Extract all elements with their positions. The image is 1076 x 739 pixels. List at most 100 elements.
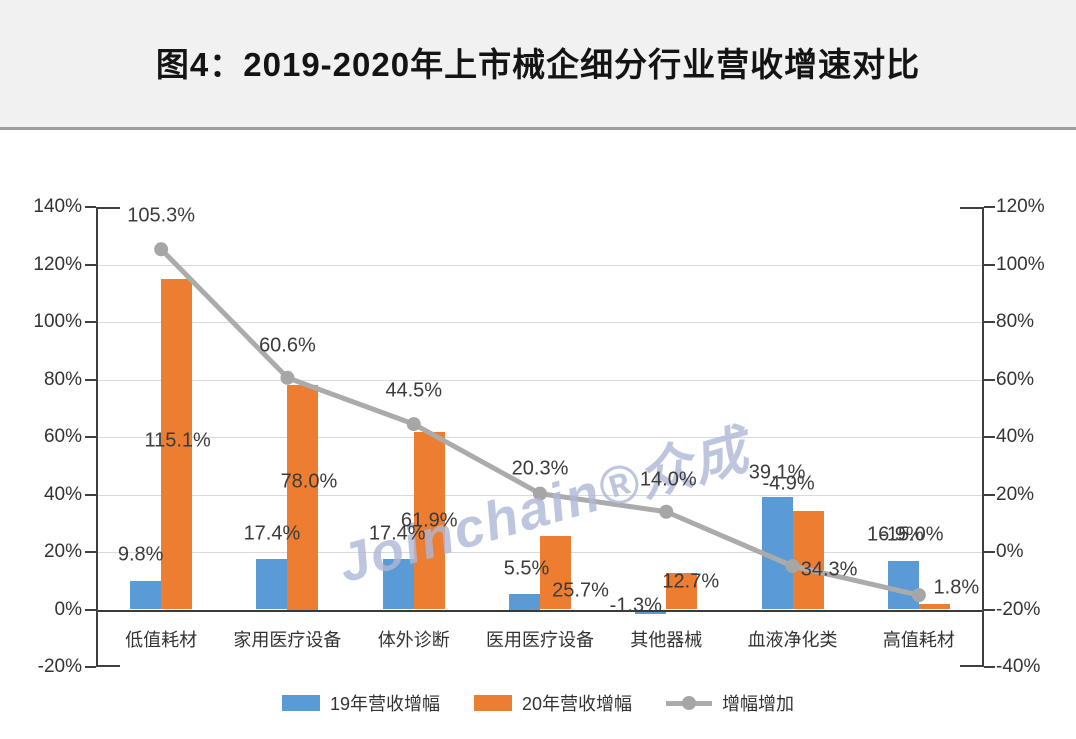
right-axis-tick xyxy=(984,551,995,553)
right-axis-top-bracket xyxy=(960,207,982,209)
bar-2019 xyxy=(509,593,540,610)
bar-2019 xyxy=(382,559,414,610)
right-axis-tick-label: 100% xyxy=(996,253,1045,275)
data-label-line: 44.5% xyxy=(385,379,443,402)
data-label-2020: 34.3% xyxy=(800,558,858,581)
left-axis-tick xyxy=(85,378,96,381)
left-axis-tick xyxy=(85,321,96,323)
right-axis-tick xyxy=(984,666,995,668)
right-axis-tick xyxy=(984,436,995,438)
bar-2019 xyxy=(761,497,793,610)
data-label-2020: 61.9% xyxy=(400,509,458,532)
left-axis-top-bracket xyxy=(98,207,120,209)
data-label-2019: 5.5% xyxy=(503,557,550,580)
x-axis-baseline xyxy=(98,609,982,612)
left-axis-bottom-bracket xyxy=(98,665,120,667)
data-label-2020: 12.7% xyxy=(662,570,720,593)
left-axis-tick-label: 20% xyxy=(43,541,82,562)
bar-2019 xyxy=(635,609,667,614)
category-label: 体外诊断 xyxy=(377,630,450,650)
data-label-line: 14.0% xyxy=(639,468,697,491)
right-axis-tick-label: 40% xyxy=(996,426,1035,447)
data-label-line: -4.9% xyxy=(762,472,815,495)
legend-item: 19年营收增幅 xyxy=(281,690,440,716)
left-axis-tick xyxy=(85,436,96,438)
left-axis-line xyxy=(96,207,98,667)
right-axis-tick-label: 20% xyxy=(996,483,1035,505)
bar-2020 xyxy=(287,385,319,610)
left-axis-tick xyxy=(85,263,96,266)
data-label-2020: 78.0% xyxy=(280,470,338,493)
grid-line xyxy=(98,379,982,381)
right-axis-tick-label: -40% xyxy=(996,656,1041,677)
data-label-line: 20.3% xyxy=(511,457,569,480)
line-point-marker xyxy=(659,504,674,519)
right-axis-tick-label: -20% xyxy=(996,598,1041,620)
data-label-line: 105.3% xyxy=(127,204,196,227)
left-axis-tick-label: 80% xyxy=(43,368,82,390)
left-axis-tick-label: -20% xyxy=(37,656,82,677)
data-label-line: -15.0% xyxy=(880,523,944,546)
legend-label: 19年营收增幅 xyxy=(329,694,440,714)
right-axis-tick xyxy=(984,378,995,381)
right-axis-bottom-bracket xyxy=(960,665,982,667)
right-axis-tick xyxy=(984,263,995,266)
right-axis-tick xyxy=(984,321,995,323)
right-axis-tick xyxy=(984,206,995,208)
legend-swatch-line xyxy=(666,695,713,711)
data-label-2019: -1.3% xyxy=(609,594,662,617)
left-axis-tick-label: 120% xyxy=(33,253,82,275)
grid-line xyxy=(98,264,982,266)
left-axis-tick-label: 140% xyxy=(33,196,82,217)
left-axis-tick xyxy=(85,666,96,668)
grid-line xyxy=(98,494,982,496)
right-axis-tick xyxy=(984,493,995,496)
left-axis-tick xyxy=(85,551,96,553)
line-point-marker xyxy=(280,370,295,385)
left-axis-tick-label: 40% xyxy=(43,483,82,505)
data-label-2019: 9.8% xyxy=(117,543,164,566)
legend-label: 增幅增加 xyxy=(722,694,795,714)
grid-line xyxy=(98,437,982,438)
figure-title: 图4：2019-2020年上市械企细分行业营收增速对比 xyxy=(155,46,921,83)
left-axis-tick-label: 60% xyxy=(43,426,82,447)
category-label: 医用医疗设备 xyxy=(486,630,594,650)
right-axis-tick-label: 0% xyxy=(996,541,1024,562)
data-label-2020: 25.7% xyxy=(552,579,609,602)
right-axis-tick-label: 120% xyxy=(996,196,1045,217)
data-label-2020: 1.8% xyxy=(933,576,980,599)
category-label: 其他器械 xyxy=(630,630,703,650)
bar-2019 xyxy=(887,560,919,610)
right-axis-tick-label: 60% xyxy=(996,368,1035,390)
bar-2019 xyxy=(130,581,162,610)
legend-swatch-bar xyxy=(474,695,512,711)
title-band: 图4：2019-2020年上市械企细分行业营收增速对比 xyxy=(0,0,1076,130)
right-axis-tick xyxy=(984,608,995,611)
category-label: 高值耗材 xyxy=(882,630,955,650)
right-axis-tick-label: 80% xyxy=(996,311,1035,332)
category-label: 家用医疗设备 xyxy=(233,630,342,650)
line-point-marker xyxy=(406,417,421,432)
chart-area: Joinchain®众成 19年营收增幅 20年营收增幅 增幅增加 140% 120%… xyxy=(0,130,1076,739)
legend-item: 20年营收增幅 xyxy=(474,690,632,716)
left-axis-tick-label: 0% xyxy=(54,598,82,620)
category-label: 血液净化类 xyxy=(747,630,838,650)
legend: 19年营收增幅 20年营收增幅 增幅增加 xyxy=(0,690,1076,716)
grid-line xyxy=(98,322,982,323)
category-label: 低值耗材 xyxy=(125,630,198,650)
left-axis-tick xyxy=(85,608,96,611)
left-axis-tick xyxy=(85,493,96,496)
data-label-2020: 115.1% xyxy=(144,429,211,452)
legend-swatch-bar xyxy=(281,695,320,711)
left-axis-tick xyxy=(85,206,96,208)
bar-2020 xyxy=(918,604,950,610)
legend-label: 20年营收增幅 xyxy=(522,694,633,714)
bar-2019 xyxy=(256,559,288,610)
line-point-marker xyxy=(154,242,169,257)
left-axis-tick-label: 100% xyxy=(33,311,82,332)
data-label-2019: 17.4% xyxy=(243,522,301,545)
right-axis-line xyxy=(982,207,984,667)
data-label-line: 60.6% xyxy=(259,334,316,357)
legend-item: 增幅增加 xyxy=(666,690,794,716)
